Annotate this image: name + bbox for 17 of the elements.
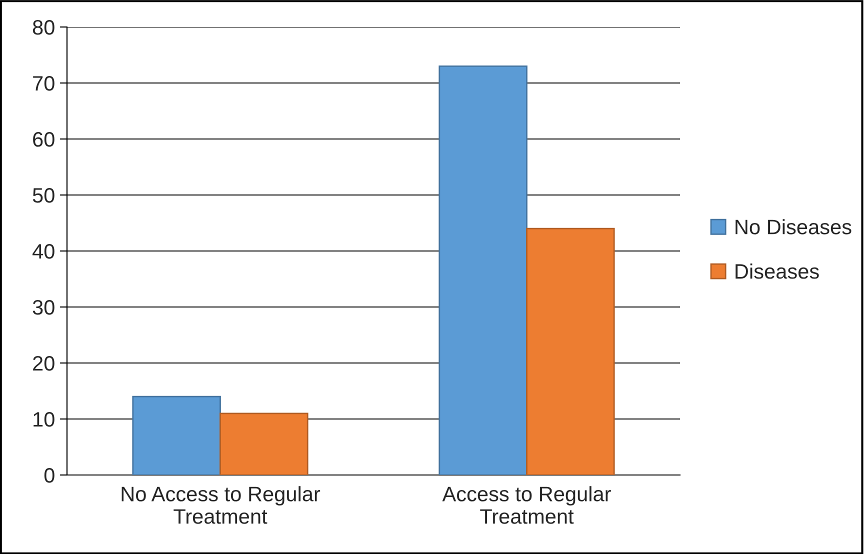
bar <box>132 396 221 475</box>
y-tick-label: 70 <box>33 76 54 91</box>
x-tick-label: Access to Regular Treatment <box>442 486 611 524</box>
y-tick-label: 80 <box>32 20 54 35</box>
x-tick-label: No Access to Regular Treatment <box>122 486 320 524</box>
y-tick-label: 20 <box>33 356 54 371</box>
y-tick-label: 60 <box>33 132 54 147</box>
y-tick-label: 40 <box>32 244 54 259</box>
bar <box>438 66 528 475</box>
y-tick-label: 30 <box>32 300 54 315</box>
bar <box>220 412 308 475</box>
legend-label: No Diseases <box>736 219 852 234</box>
legend-label: Diseases <box>736 264 819 279</box>
y-tick-label: 50 <box>32 188 54 203</box>
bar <box>526 228 615 475</box>
y-tick-label: 10 <box>34 412 54 427</box>
y-tick-label: 0 <box>44 468 54 483</box>
